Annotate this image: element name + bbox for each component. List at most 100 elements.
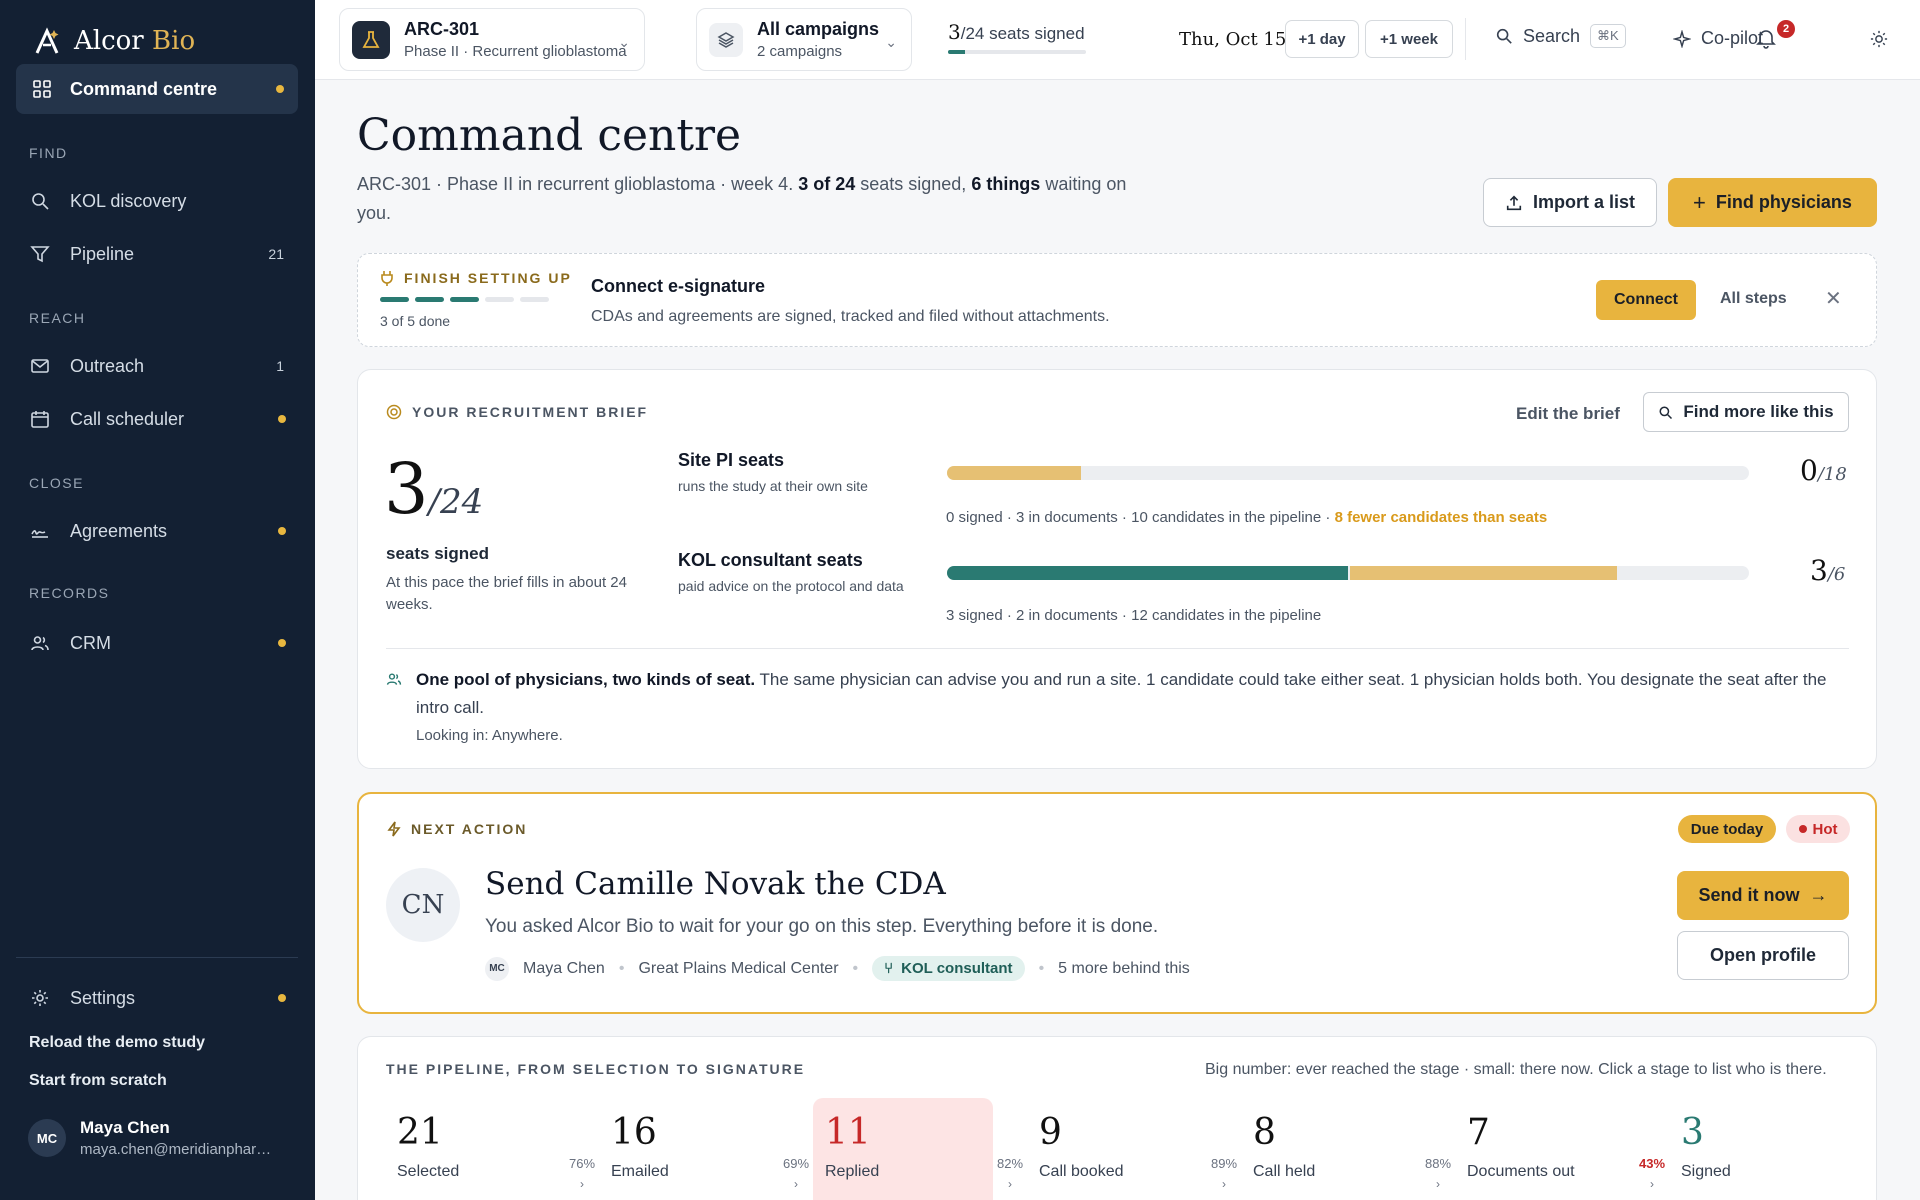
sidebar-item-label: Agreements [70,520,168,541]
sparkle-icon [1673,29,1691,48]
sidebar-item-label: KOL discovery [70,190,187,211]
search-icon [1496,28,1512,44]
users-icon [386,673,402,685]
pipeline-stage-replied[interactable]: 11 Replied [813,1098,993,1200]
brand-logo[interactable]: Alcor Bio [34,26,195,56]
find-more-like-this-button[interactable]: Find more like this [1643,392,1849,432]
seats-signed-label: seats signed [386,544,489,563]
campaign-picker[interactable]: All campaigns 2 campaigns ⌄ [696,8,912,71]
recruitment-brief-card: YOUR RECRUITMENT BRIEF Edit the brief Fi… [357,369,1877,769]
setup-progress-text: 3 of 5 done [380,313,451,329]
setup-banner: FINISH SETTING UP 3 of 5 done Connect e-… [357,253,1877,347]
attention-dot [278,994,286,1002]
flask-icon [352,20,390,59]
chevron-down-icon: ⌄ [885,34,897,50]
pipeline-count: 21 [268,246,284,262]
setup-step-segment [520,297,549,302]
page-title: Command centre [357,110,742,161]
plus-day-button[interactable]: +1 day [1285,20,1359,58]
user-account[interactable]: MC Maya Chen maya.chen@meridianphar… [28,1118,271,1158]
seat-icon: ⑂ [884,960,894,977]
stage-count: 3 [1681,1112,1704,1153]
stage-conversion-rate: 89% › [1204,1156,1244,1191]
copilot-button[interactable]: Co-pilot [1673,28,1763,49]
connect-button[interactable]: Connect [1596,280,1696,320]
sidebar-item-label: Call scheduler [70,408,185,429]
seat-pool-note: One pool of physicians, two kinds of sea… [416,670,1827,717]
sidebar-item-agreements[interactable]: Agreements [30,511,298,551]
sidebar: Alcor Bio Command centre FIND KOL discov… [0,0,315,1200]
next-action-meta: MC Maya Chen • Great Plains Medical Cent… [485,956,1190,981]
site-pi-title: Site PI seats [678,450,785,470]
sidebar-item-pipeline[interactable]: Pipeline 21 [30,234,298,274]
due-today-badge: Due today [1678,815,1776,843]
open-profile-button[interactable]: Open profile [1677,931,1849,980]
chevron-right-icon: › [794,1177,798,1191]
hot-dot [1798,825,1807,833]
chevron-right-icon: › [1222,1177,1226,1191]
signed-count: 3 [384,448,429,530]
close-icon[interactable]: ✕ [1825,288,1842,310]
start-from-scratch-link[interactable]: Start from scratch [29,1072,167,1089]
users-icon [31,636,49,651]
find-physicians-button[interactable]: + Find physicians [1668,178,1877,227]
theme-toggle-button[interactable] [1870,30,1888,53]
site-pi-stats: 0 signed · 3 in documents · 10 candidate… [946,509,1548,526]
reload-demo-link[interactable]: Reload the demo study [29,1034,206,1051]
stage-count: 7 [1467,1112,1490,1153]
setup-step-segment [415,297,444,302]
kol-seats-description: paid advice on the protocol and data [678,578,904,594]
seats-signed-count: 3 [948,20,961,44]
import-list-button[interactable]: Import a list [1483,178,1657,227]
avatar: MC [28,1119,66,1157]
next-action-label: NEXT ACTION [387,821,527,837]
conversion-value: 82% [996,1156,1024,1171]
plus-week-button[interactable]: +1 week [1365,20,1453,58]
pipeline-stage-call-booked[interactable]: 9 Call booked [1027,1098,1207,1200]
campaign-title: All campaigns [757,19,880,39]
bolt-icon [387,821,401,837]
study-title: ARC-301 [404,19,480,39]
seats-signed-label: /24 seats signed [960,24,1085,43]
campaign-subtitle: 2 campaigns [757,43,843,60]
seats-signed-indicator[interactable]: 3/24 seats signed [948,20,1086,54]
more-behind-count[interactable]: 5 more behind this [1058,959,1190,977]
search-button[interactable]: Search ⌘K [1495,24,1626,48]
setup-progress [380,297,549,302]
sidebar-item-label: Pipeline [70,243,135,264]
pipeline-stage-selected[interactable]: 21 Selected [385,1098,565,1200]
filter-icon [30,246,50,263]
sidebar-item-crm[interactable]: CRM [30,623,298,663]
send-it-now-button[interactable]: Send it now → [1677,871,1849,920]
kol-seats-fraction: 3/6 [1810,554,1846,587]
setup-step-segment [450,297,479,302]
pipeline-stage-documents-out[interactable]: 7 Documents out [1455,1098,1635,1200]
pipeline-stage-emailed[interactable]: 16 Emailed [599,1098,779,1200]
setup-step-segment [485,297,514,302]
notifications-button[interactable] [1755,27,1777,54]
pipeline-card: THE PIPELINE, FROM SELECTION TO SIGNATUR… [357,1036,1877,1200]
pipeline-stage-signed[interactable]: 3 Signed [1669,1098,1849,1200]
conversion-value: 88% [1424,1156,1452,1171]
setup-step-segment [380,297,409,302]
attention-dot [276,85,284,93]
search-shortcut: ⌘K [1590,24,1626,48]
study-picker[interactable]: ARC-301 Phase II · Recurrent glioblastom… [339,8,645,71]
target-icon [386,404,402,420]
all-steps-link[interactable]: All steps [1720,290,1787,307]
sidebar-item-command-centre[interactable]: Command centre [16,64,298,114]
sidebar-item-settings[interactable]: Settings [30,978,298,1018]
kol-seats-stats: 3 signed · 2 in documents · 12 candidate… [946,607,1322,624]
sidebar-item-call-scheduler[interactable]: Call scheduler [30,399,298,439]
pipeline-stage-call-held[interactable]: 8 Call held [1241,1098,1421,1200]
sidebar-item-outreach[interactable]: Outreach 1 [30,346,298,386]
edit-brief-link[interactable]: Edit the brief [1516,404,1620,423]
sidebar-item-kol-discovery[interactable]: KOL discovery [30,181,298,221]
stage-name: Replied [825,1163,880,1180]
pipeline-label: THE PIPELINE, FROM SELECTION TO SIGNATUR… [386,1061,806,1077]
chevron-right-icon: › [1436,1177,1440,1191]
seats-total: /24 [428,482,484,522]
next-action-card: NEXT ACTION CN Send Camille Novak the CD… [357,792,1877,1014]
stage-name: Documents out [1467,1163,1575,1180]
stage-name: Selected [397,1163,460,1180]
